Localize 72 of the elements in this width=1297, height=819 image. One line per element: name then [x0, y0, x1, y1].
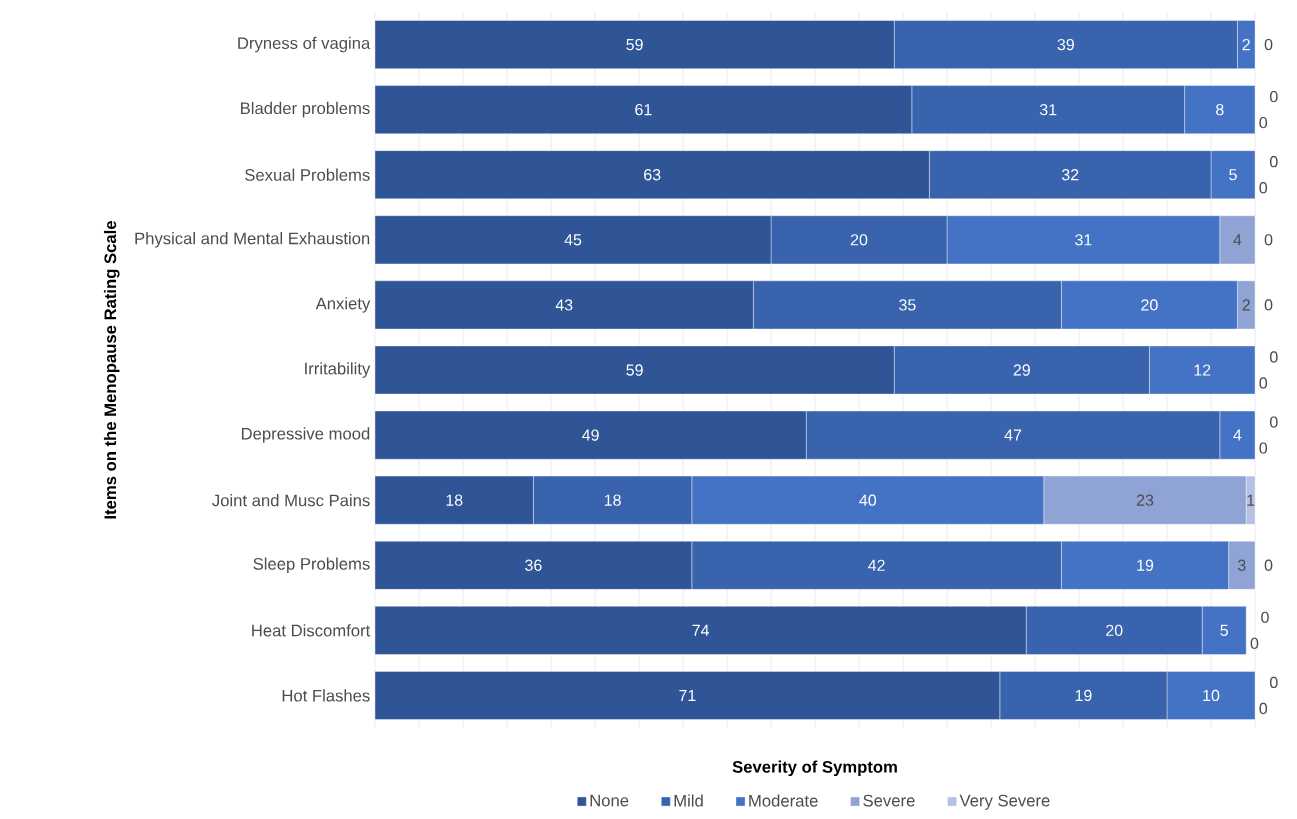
- data-label: 43: [555, 299, 573, 311]
- data-label: 4: [1233, 429, 1242, 441]
- y-tick-label: Anxiety: [315, 297, 371, 313]
- data-label: 0: [1259, 377, 1268, 389]
- data-label: 61: [635, 103, 652, 116]
- data-label: 42: [868, 559, 885, 571]
- x-axis-title: Severity of Symptom: [732, 760, 897, 777]
- y-tick-label: Irritability: [305, 362, 371, 378]
- data-label: 0: [1269, 676, 1278, 689]
- legend-label: Mild: [674, 794, 703, 807]
- data-label: 0: [1269, 351, 1278, 363]
- data-label: 4: [1233, 234, 1242, 246]
- data-label: 0: [1259, 702, 1268, 715]
- legend-label: None: [590, 794, 629, 807]
- y-tick-label: Sexual Problems: [245, 168, 370, 181]
- data-label: 31: [1039, 103, 1057, 116]
- y-tick-label: Joint and Musc Pains: [212, 494, 370, 507]
- data-label: 0: [1264, 234, 1273, 246]
- legend-label: Very Severe: [959, 794, 1050, 810]
- y-tick-label: Heat Discomfort: [252, 624, 371, 637]
- data-label: 0: [1264, 559, 1273, 571]
- data-label: 20: [850, 234, 868, 246]
- data-label: 0: [1250, 637, 1259, 650]
- data-label: 23: [1136, 494, 1154, 506]
- data-label: 8: [1216, 103, 1224, 116]
- data-label: 12: [1194, 364, 1211, 376]
- data-label: 1: [1247, 494, 1255, 506]
- data-label: 74: [692, 624, 710, 636]
- y-tick-label: Dryness of vagina: [238, 36, 371, 53]
- data-label: 39: [1057, 38, 1074, 51]
- data-label: 2: [1242, 299, 1250, 311]
- data-label: 35: [899, 299, 916, 311]
- data-label: 0: [1269, 90, 1278, 103]
- data-label: 29: [1013, 364, 1030, 376]
- data-label: 36: [525, 559, 542, 571]
- y-axis-title: Items on the Menopause Rating Scale: [103, 221, 120, 519]
- data-label: 59: [626, 38, 643, 51]
- data-label: 2: [1242, 38, 1250, 51]
- data-label: 19: [1075, 689, 1092, 702]
- legend-label: Severe: [863, 794, 915, 807]
- data-label: 20: [1106, 624, 1123, 637]
- y-tick-label: Physical and Mental Exhaustion: [135, 232, 370, 248]
- data-label: 31: [1075, 234, 1092, 246]
- data-label: 0: [1264, 299, 1273, 311]
- data-label: 47: [1004, 429, 1022, 441]
- data-label: 71: [679, 689, 696, 701]
- y-tick-label: Bladder problems: [241, 101, 370, 118]
- data-label: 45: [564, 234, 582, 246]
- data-label: 49: [582, 429, 599, 441]
- data-label: 63: [644, 169, 661, 181]
- data-label: 0: [1259, 116, 1268, 129]
- data-label: 18: [446, 494, 463, 506]
- data-label: 0: [1259, 182, 1268, 194]
- data-label: 0: [1259, 442, 1268, 454]
- data-label: 40: [859, 494, 877, 506]
- data-label: 0: [1269, 416, 1278, 428]
- data-label: 59: [626, 364, 643, 376]
- data-label: 0: [1261, 611, 1269, 623]
- data-label: 0: [1269, 156, 1278, 168]
- y-tick-label: Hot Flashes: [282, 689, 370, 702]
- data-label: 32: [1061, 169, 1079, 181]
- data-label: 19: [1137, 559, 1154, 571]
- y-tick-label: Sleep Problems: [253, 557, 370, 574]
- data-label: 10: [1203, 689, 1220, 702]
- y-tick-label: Depressive mood: [241, 427, 370, 443]
- data-label: 5: [1229, 169, 1237, 181]
- data-label: 0: [1264, 38, 1273, 51]
- legend-label: Moderate: [749, 794, 818, 807]
- data-label: 20: [1141, 299, 1158, 311]
- data-label: 5: [1220, 624, 1228, 636]
- data-label: 3: [1237, 559, 1246, 571]
- data-label: 18: [604, 494, 621, 506]
